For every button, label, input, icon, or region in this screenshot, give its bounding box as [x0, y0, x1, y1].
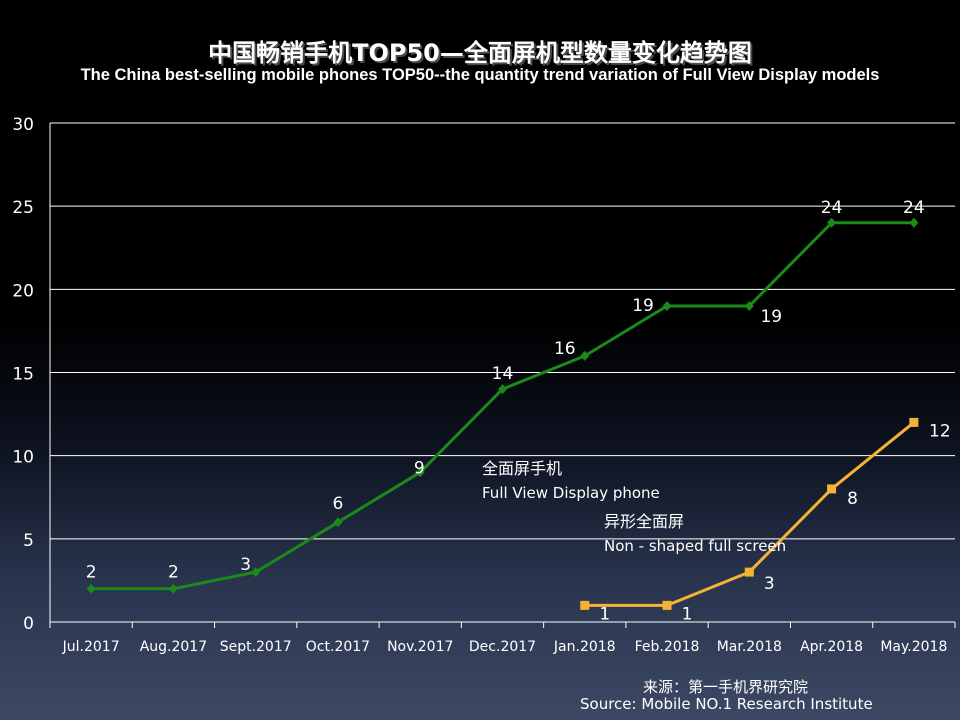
- series-label-en: Non - shaped full screen: [604, 537, 786, 555]
- series-label-en: Full View Display phone: [482, 484, 660, 502]
- data-point: [580, 350, 590, 361]
- x-tick-label: Sept.2017: [220, 639, 292, 655]
- data-label: 19: [760, 307, 782, 327]
- data-label: 3: [240, 555, 251, 575]
- chart-subtitle: The China best-selling mobile phones TOP…: [80, 66, 880, 84]
- data-point: [333, 517, 343, 528]
- data-point: [86, 583, 96, 594]
- data-label: 2: [168, 563, 179, 583]
- x-tick-label: May.2018: [880, 639, 947, 655]
- x-tick-label: Jul.2017: [62, 639, 120, 655]
- data-label: 8: [847, 489, 858, 509]
- data-point: [498, 384, 507, 395]
- data-point: [827, 484, 837, 494]
- source-cn: 来源：第一手机界研究院: [643, 678, 809, 696]
- x-tick-label: Oct.2017: [306, 639, 370, 655]
- y-tick-label: 15: [12, 365, 34, 385]
- data-point: [251, 567, 261, 578]
- x-tick-label: Aug.2017: [140, 639, 207, 655]
- data-label: 1: [682, 604, 693, 624]
- data-label: 24: [821, 198, 843, 218]
- data-point: [909, 417, 919, 427]
- chart-title: 中国畅销手机TOP50—全面屏机型数量变化趋势图: [208, 39, 752, 67]
- y-tick-label: 10: [12, 448, 34, 468]
- x-tick-label: Nov.2017: [387, 639, 453, 655]
- data-point: [827, 217, 837, 228]
- data-label: 12: [929, 421, 951, 441]
- data-label: 14: [492, 364, 514, 384]
- data-point: [415, 467, 425, 478]
- data-label: 2: [86, 563, 97, 583]
- series-label-cn: 异形全面屏: [604, 512, 684, 531]
- data-point: [662, 300, 672, 311]
- source-en: Source: Mobile NO.1 Research Institute: [580, 695, 873, 713]
- data-point: [580, 600, 590, 610]
- data-label: 19: [632, 296, 654, 316]
- y-tick-label: 20: [12, 281, 34, 301]
- data-point: [909, 217, 919, 228]
- x-tick-label: Apr.2018: [800, 639, 863, 655]
- data-label: 6: [333, 494, 344, 514]
- data-point: [662, 600, 672, 610]
- x-tick-label: Mar.2018: [717, 639, 782, 655]
- y-tick-label: 0: [23, 614, 34, 634]
- data-label: 24: [903, 198, 925, 218]
- series-line-1: [91, 221, 914, 591]
- data-point: [744, 300, 754, 311]
- y-tick-label: 5: [23, 531, 34, 551]
- data-label: 16: [554, 339, 576, 359]
- data-point: [744, 567, 754, 577]
- data-label: 9: [414, 458, 425, 478]
- series-label-cn: 全面屏手机: [482, 459, 562, 478]
- y-tick-label: 25: [12, 198, 34, 218]
- x-tick-label: Feb.2018: [635, 639, 700, 655]
- y-tick-label: 30: [12, 115, 34, 135]
- x-tick-label: Jan.2018: [553, 639, 616, 655]
- data-label: 1: [599, 604, 610, 624]
- data-point: [168, 583, 178, 594]
- x-tick-label: Dec.2017: [469, 639, 536, 655]
- data-label: 3: [764, 574, 775, 594]
